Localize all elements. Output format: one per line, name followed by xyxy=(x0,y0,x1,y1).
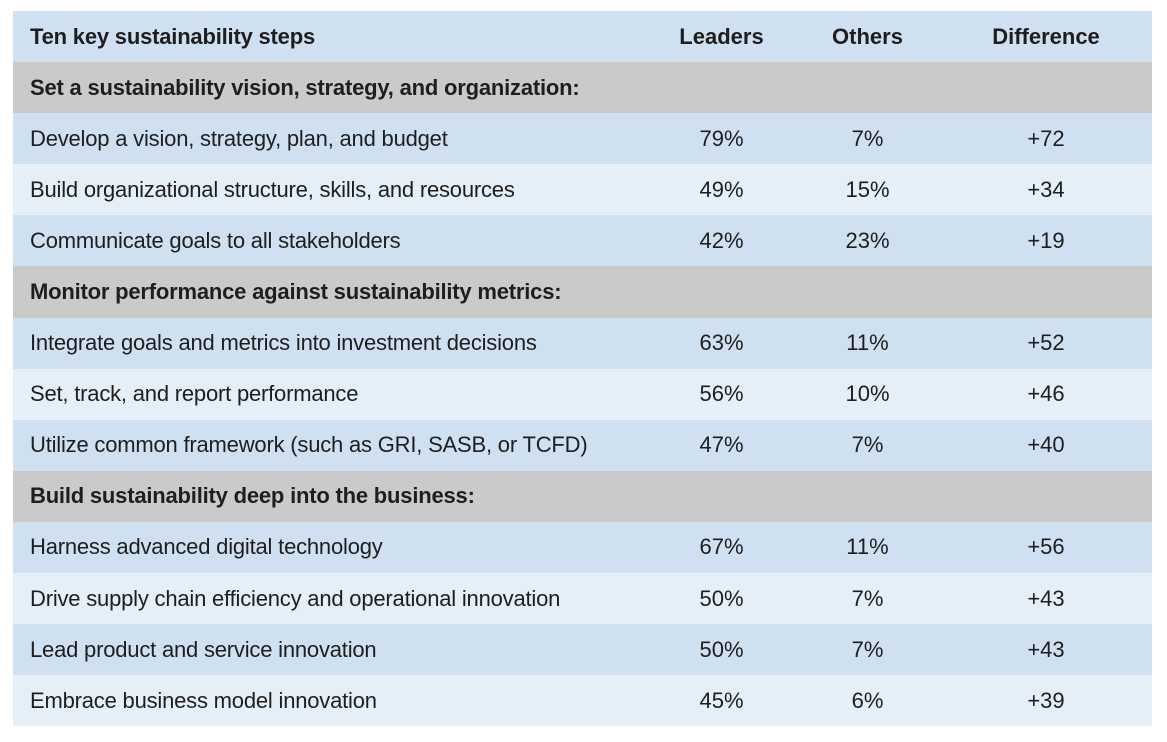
difference-cell: +34 xyxy=(1027,176,1065,202)
difference-cell: +43 xyxy=(1027,585,1065,611)
difference-cell: +43 xyxy=(1027,636,1065,662)
step-cell: Set, track, and report performance xyxy=(30,381,359,407)
others-cell: 6% xyxy=(851,687,884,713)
table-row: Utilize common framework (such as GRI, S… xyxy=(13,419,1152,471)
section-header-row: Build sustainability deep into the busin… xyxy=(13,470,1152,522)
section-title: Build sustainability deep into the busin… xyxy=(30,483,475,509)
table-row: Integrate goals and metrics into investm… xyxy=(13,317,1152,369)
others-cell: 7% xyxy=(851,636,884,662)
leaders-cell: 50% xyxy=(699,636,744,662)
table-row: Embrace business model innovation 45% 6%… xyxy=(13,675,1152,727)
difference-cell: +56 xyxy=(1027,534,1065,560)
leaders-cell: 45% xyxy=(699,687,744,713)
step-cell: Develop a vision, strategy, plan, and bu… xyxy=(30,125,448,151)
difference-cell: +72 xyxy=(1027,125,1065,151)
table-row: Lead product and service innovation 50% … xyxy=(13,624,1152,676)
leaders-cell: 56% xyxy=(699,381,744,407)
header-steps: Ten key sustainability steps xyxy=(30,23,315,49)
leaders-cell: 63% xyxy=(699,330,744,356)
leaders-cell: 67% xyxy=(699,534,744,560)
difference-cell: +39 xyxy=(1027,687,1065,713)
difference-cell: +40 xyxy=(1027,432,1065,458)
table-row: Set, track, and report performance 56% 1… xyxy=(13,368,1152,420)
difference-cell: +46 xyxy=(1027,381,1065,407)
difference-cell: +52 xyxy=(1027,330,1065,356)
others-cell: 7% xyxy=(851,585,884,611)
table-row: Harness advanced digital technology 67% … xyxy=(13,521,1152,574)
leaders-cell: 42% xyxy=(699,227,744,253)
others-cell: 7% xyxy=(851,432,884,458)
section-title: Monitor performance against sustainabili… xyxy=(30,279,562,305)
table-header-row: Ten key sustainability steps Leaders Oth… xyxy=(13,11,1152,63)
others-cell: 11% xyxy=(846,534,889,560)
leaders-cell: 50% xyxy=(699,585,744,611)
others-cell: 10% xyxy=(845,381,890,407)
step-cell: Integrate goals and metrics into investm… xyxy=(30,330,537,356)
section-header-row: Set a sustainability vision, strategy, a… xyxy=(13,62,1152,114)
step-cell: Utilize common framework (such as GRI, S… xyxy=(30,432,588,458)
section-header-row: Monitor performance against sustainabili… xyxy=(13,266,1152,318)
step-cell: Harness advanced digital technology xyxy=(30,534,383,560)
table-row: Drive supply chain efficiency and operat… xyxy=(13,573,1152,625)
step-cell: Lead product and service innovation xyxy=(30,636,377,662)
difference-cell: +19 xyxy=(1027,227,1065,253)
table-row: Develop a vision, strategy, plan, and bu… xyxy=(13,113,1152,165)
sustainability-steps-table: Ten key sustainability steps Leaders Oth… xyxy=(13,11,1152,727)
header-others: Others xyxy=(832,23,903,49)
step-cell: Drive supply chain efficiency and operat… xyxy=(30,585,561,611)
others-cell: 23% xyxy=(845,227,890,253)
others-cell: 7% xyxy=(851,125,884,151)
leaders-cell: 47% xyxy=(699,432,744,458)
section-title: Set a sustainability vision, strategy, a… xyxy=(30,74,580,100)
leaders-cell: 49% xyxy=(699,176,744,202)
others-cell: 15% xyxy=(845,176,890,202)
step-cell: Communicate goals to all stakeholders xyxy=(30,227,401,253)
others-cell: 11% xyxy=(846,330,889,356)
step-cell: Build organizational structure, skills, … xyxy=(30,176,515,202)
header-leaders: Leaders xyxy=(679,23,764,49)
step-cell: Embrace business model innovation xyxy=(30,687,377,713)
leaders-cell: 79% xyxy=(699,125,744,151)
header-difference: Difference xyxy=(992,23,1100,49)
table-row: Communicate goals to all stakeholders 42… xyxy=(13,215,1152,267)
table-row: Build organizational structure, skills, … xyxy=(13,164,1152,216)
